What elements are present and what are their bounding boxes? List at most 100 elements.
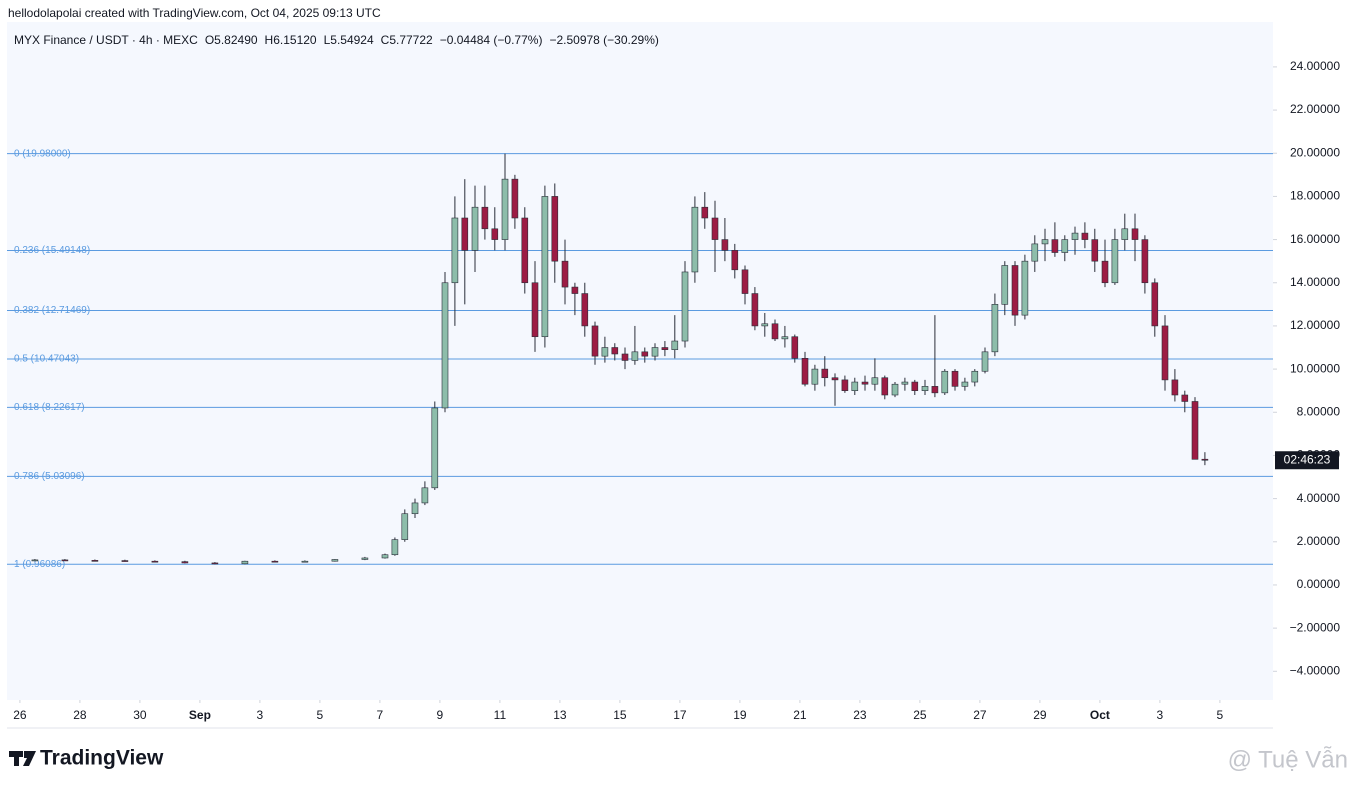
candle-body xyxy=(461,217,469,251)
candle-body xyxy=(781,336,789,340)
candle-body xyxy=(771,323,779,340)
candle-body xyxy=(361,557,369,560)
candle-body xyxy=(581,293,589,327)
candle-body xyxy=(441,282,449,409)
candle-body xyxy=(641,351,649,357)
candle-body xyxy=(561,260,569,288)
candle-body xyxy=(801,358,809,385)
candle-body xyxy=(761,323,769,327)
x-tick-label: 11 xyxy=(494,708,507,722)
x-tick-label: 9 xyxy=(437,708,444,722)
candle-body xyxy=(181,561,189,564)
x-tick-label: 23 xyxy=(853,708,867,722)
candle-body xyxy=(1201,458,1209,461)
candle-body xyxy=(571,286,579,294)
logo-text: TradingView xyxy=(40,747,164,770)
legend: MYX Finance / USDT · 4h · MEXC O5.82490 H… xyxy=(14,33,659,47)
candle-body xyxy=(211,562,219,565)
candle-body xyxy=(1191,401,1199,460)
symbol-title: MYX Finance / USDT · 4h · MEXC xyxy=(14,33,198,47)
candle-body xyxy=(971,370,979,383)
legend-value: −0.04484 (−0.77%) xyxy=(439,33,543,47)
candle-body xyxy=(1041,239,1049,245)
candle-body xyxy=(861,381,869,385)
candle-body xyxy=(1111,239,1119,284)
candle-body xyxy=(1031,243,1039,262)
candle-body xyxy=(551,196,559,262)
candle-body xyxy=(831,377,839,381)
watermark: @ Tuệ Vẫn xyxy=(1228,746,1348,773)
legend-value: H6.15120 xyxy=(264,33,317,47)
y-tick-label: 16.00000 xyxy=(1290,232,1340,246)
x-tick-label: 27 xyxy=(973,708,987,722)
candle-body xyxy=(661,347,669,350)
candle-body xyxy=(1121,228,1129,240)
candle-body xyxy=(701,206,709,219)
candle-body xyxy=(121,560,129,562)
fib-label: 0.618 (8.22617) xyxy=(14,402,85,413)
candle-body xyxy=(31,559,39,562)
candle-body xyxy=(421,487,429,504)
fib-label: 0.786 (5.03096) xyxy=(14,471,85,482)
candle-body xyxy=(901,381,909,385)
candle-body xyxy=(851,381,859,391)
fib-label: 0.5 (10.47043) xyxy=(14,354,79,365)
y-tick-label: 18.00000 xyxy=(1290,189,1340,203)
y-tick-label: 10.00000 xyxy=(1290,361,1340,375)
candle-body xyxy=(391,539,399,556)
candle-body xyxy=(1001,265,1009,305)
candle-body xyxy=(471,206,479,251)
candle-body xyxy=(1051,239,1059,253)
x-tick-label: 5 xyxy=(1217,708,1224,722)
candle-body xyxy=(481,206,489,230)
candle-body xyxy=(611,347,619,355)
x-tick-label: 3 xyxy=(257,708,264,722)
y-tick-label: 22.00000 xyxy=(1290,102,1340,116)
candle-body xyxy=(301,560,309,563)
x-tick-label: 19 xyxy=(733,708,747,722)
candle-body xyxy=(891,383,899,396)
candle-body xyxy=(501,178,509,240)
fib-label: 0 (19.98000) xyxy=(14,148,71,159)
candle-body xyxy=(721,239,729,251)
candle-body xyxy=(961,381,969,387)
candle-body xyxy=(271,560,279,563)
header: hellodolapolai created with TradingView.… xyxy=(8,6,381,20)
y-tick-label: 14.00000 xyxy=(1290,275,1340,289)
candle-body xyxy=(921,386,929,391)
candle-body xyxy=(791,336,799,359)
candle-body xyxy=(911,381,919,391)
candle-body xyxy=(1141,239,1149,284)
y-tick-label: 0.00000 xyxy=(1297,577,1341,591)
candle-body xyxy=(1061,239,1069,253)
candle-body xyxy=(241,560,249,565)
candle-body xyxy=(711,217,719,240)
legend-value: O5.82490 xyxy=(204,33,258,47)
candle-body xyxy=(1081,232,1089,240)
candle-body xyxy=(1101,260,1109,284)
candle-body xyxy=(1021,260,1029,316)
candle-body xyxy=(151,560,159,563)
candle-body xyxy=(991,304,999,353)
candle-body xyxy=(591,325,599,357)
y-tick-label: 6.00000 xyxy=(1297,448,1341,462)
candle-body xyxy=(741,269,749,294)
y-tick-label: −4.00000 xyxy=(1290,663,1341,677)
candle-body xyxy=(1011,265,1019,316)
x-tick-label: 21 xyxy=(793,708,807,722)
x-tick-label: 7 xyxy=(377,708,384,722)
fib-label: 0.382 (12.71469) xyxy=(14,305,90,316)
countdown: 02:46:23 xyxy=(1284,452,1331,466)
candle-body xyxy=(1071,232,1079,240)
x-tick-label: 25 xyxy=(913,708,927,722)
y-tick-label: 4.00000 xyxy=(1297,491,1341,505)
candle-body xyxy=(941,370,949,394)
candle-body xyxy=(1091,239,1099,262)
candle-body xyxy=(61,559,69,562)
candle-body xyxy=(431,407,439,489)
candle-body xyxy=(521,217,529,284)
x-tick-label: 3 xyxy=(1157,708,1164,722)
y-tick-label: 2.00000 xyxy=(1297,534,1341,548)
fib-label: 1 (0.96086) xyxy=(14,559,65,570)
candle-body xyxy=(401,513,409,540)
